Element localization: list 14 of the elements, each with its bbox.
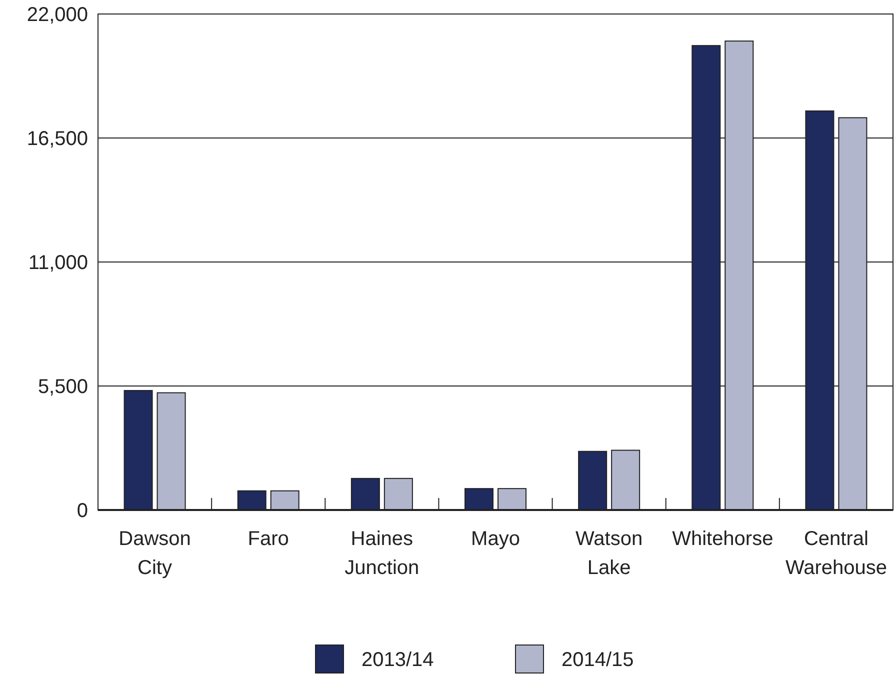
legend-label: 2013/14 — [362, 649, 434, 671]
x-tick-label: Haines Junction — [344, 528, 420, 579]
x-tick-label: Faro — [248, 528, 289, 550]
x-tick-label: Mayo — [471, 528, 520, 550]
x-tick-label: Watson Lake — [576, 528, 643, 579]
x-tick-label: Dawson City — [118, 528, 191, 579]
y-tick-label: 5,500 — [38, 376, 88, 398]
x-tick-label: Whitehorse — [672, 528, 774, 550]
y-tick-label: 22,000 — [26, 4, 88, 26]
y-tick-label: 16,500 — [26, 128, 88, 150]
x-tick-label: Central Warehouse — [785, 528, 887, 579]
legend-label: 2014/15 — [562, 649, 634, 671]
y-tick-label: 11,000 — [28, 252, 88, 274]
y-tick-label: 0 — [76, 500, 88, 522]
